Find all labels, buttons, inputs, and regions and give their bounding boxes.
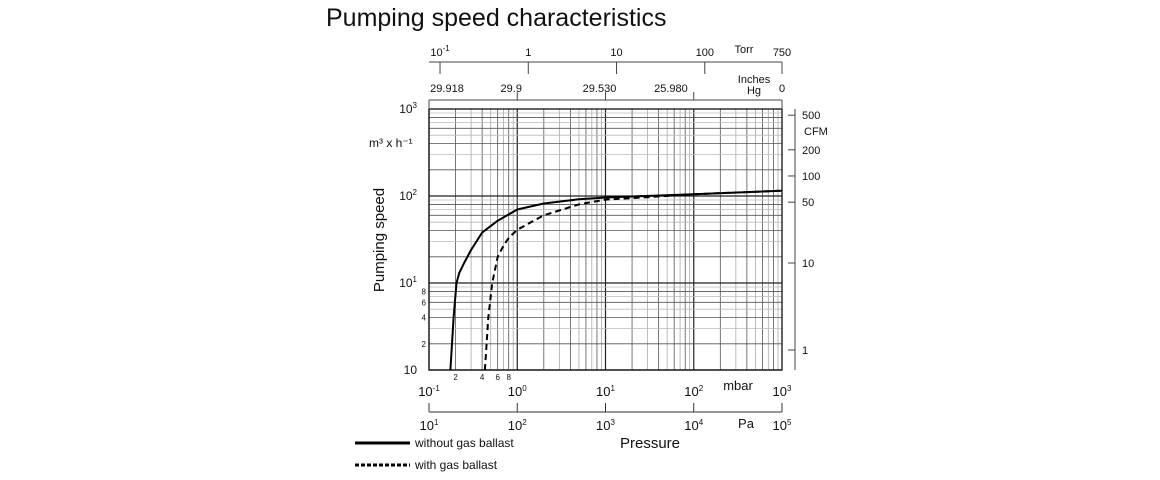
inhg-tick-label: 29.530 xyxy=(583,83,617,95)
cfm-tick-label: 100 xyxy=(802,171,820,183)
torr-unit-label: Torr xyxy=(735,44,754,56)
y-minor-tick-label: 4 xyxy=(422,314,427,323)
legend: without gas ballast with gas ballast xyxy=(355,436,514,472)
y-tick-label: 10 xyxy=(404,363,418,377)
x-minor-tick-label: 8 xyxy=(506,373,511,382)
torr-tick-label: 750 xyxy=(773,47,791,59)
mbar-tick-label: 102 xyxy=(684,384,703,399)
legend-label-without-ballast: without gas ballast xyxy=(414,436,514,450)
cfm-tick-label: 1 xyxy=(802,345,808,357)
series-without-gas-ballast xyxy=(449,189,783,371)
torr-tick-label: 10 xyxy=(610,47,622,59)
cfm-tick-label: 200 xyxy=(802,145,820,157)
torr-tick-label: 10-1 xyxy=(430,44,450,59)
pa-unit-label: Pa xyxy=(738,416,755,431)
chart-title: Pumping speed characteristics xyxy=(326,4,666,32)
x-axis-label: Pressure xyxy=(620,435,680,452)
mbar-unit-label: mbar xyxy=(723,378,753,393)
y-unit-label: m³ x h⁻¹ xyxy=(369,136,413,150)
x-minor-tick-label: 4 xyxy=(480,373,485,382)
y-minor-tick-label: 2 xyxy=(422,340,427,349)
cfm-tick-label: 10 xyxy=(802,258,814,270)
y-tick-label: 102 xyxy=(399,188,417,203)
series xyxy=(449,189,783,371)
cfm-tick-label: 500 xyxy=(802,110,820,122)
inhg-tick-label: 29.918 xyxy=(430,83,464,95)
y-tick-label: 103 xyxy=(399,101,417,116)
pa-tick-label: 102 xyxy=(508,418,527,433)
y-tick-label: 101 xyxy=(399,275,417,290)
series-with-gas-ballast xyxy=(483,189,783,371)
grid xyxy=(428,108,783,371)
mbar-tick-label: 103 xyxy=(773,384,792,399)
y-minor-tick-label: 8 xyxy=(422,287,427,296)
plot-frame xyxy=(428,108,783,371)
cfm-unit-label: CFM xyxy=(804,126,828,138)
pa-tick-label: 103 xyxy=(596,418,615,433)
mbar-tick-label: 100 xyxy=(508,384,527,399)
torr-tick-label: 100 xyxy=(696,47,714,59)
pa-tick-label: 101 xyxy=(420,418,439,433)
inhg-unit-label-2: Hg xyxy=(747,85,761,97)
pa-tick-label: 105 xyxy=(773,418,792,433)
y-axis-label: Pumping speed xyxy=(371,188,388,292)
inhg-tick-label: 0 xyxy=(779,83,785,95)
legend-label-with-ballast: with gas ballast xyxy=(414,458,498,472)
inhg-tick-label: 29.9 xyxy=(501,83,522,95)
inhg-unit-label-1: Inches xyxy=(738,74,771,86)
pa-tick-label: 104 xyxy=(684,418,703,433)
x-minor-tick-label: 6 xyxy=(495,373,500,382)
torr-tick-label: 1 xyxy=(525,47,531,59)
mbar-tick-label: 10-1 xyxy=(418,384,440,399)
inhg-tick-label: 25.980 xyxy=(654,83,688,95)
y-minor-tick-label: 6 xyxy=(422,298,427,307)
x-minor-tick-label: 2 xyxy=(453,373,458,382)
mbar-tick-label: 101 xyxy=(596,384,615,399)
cfm-tick-label: 50 xyxy=(802,197,814,209)
